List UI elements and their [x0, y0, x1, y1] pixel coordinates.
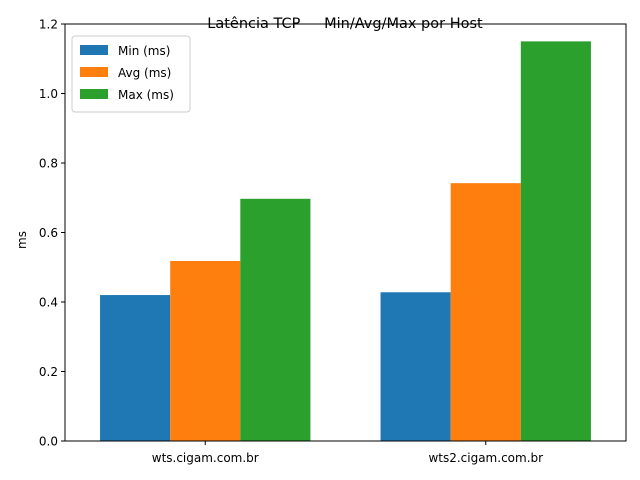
y-tick-label: 0.0 [39, 434, 58, 448]
legend-label: Min (ms) [118, 44, 170, 58]
y-tick-label: 0.4 [39, 295, 58, 309]
legend-label: Max (ms) [118, 88, 174, 102]
legend-swatch [80, 89, 108, 99]
y-axis-label: ms [15, 231, 29, 249]
bar-3-1 [240, 198, 311, 441]
y-tick-label: 0.2 [39, 365, 58, 379]
bar-1-1 [100, 295, 171, 441]
bar-1-2 [380, 292, 451, 441]
x-tick-label: wts2.cigam.com.br [428, 451, 543, 465]
legend: Min (ms) Avg (ms) Max (ms) [71, 35, 191, 113]
y-tick-label: 0.8 [39, 156, 58, 170]
bar-3-2 [520, 41, 591, 441]
x-axis-ticks: wts.cigam.com.br wts2.cigam.com.br [152, 441, 543, 465]
legend-label: Avg (ms) [118, 66, 171, 80]
y-tick-label: 1.2 [39, 17, 58, 31]
bars-group [100, 41, 591, 441]
bar-2-1 [170, 261, 241, 441]
y-tick-label: 0.6 [39, 226, 58, 240]
x-tick-label: wts.cigam.com.br [152, 451, 259, 465]
legend-swatch [80, 67, 108, 77]
bar-2-2 [450, 183, 521, 441]
y-tick-label: 1.0 [39, 87, 58, 101]
legend-swatch [80, 45, 108, 55]
y-axis-ticks: 0.0 0.2 0.4 0.6 0.8 1.0 1.2 [39, 17, 65, 448]
plot-frame [64, 23, 627, 442]
